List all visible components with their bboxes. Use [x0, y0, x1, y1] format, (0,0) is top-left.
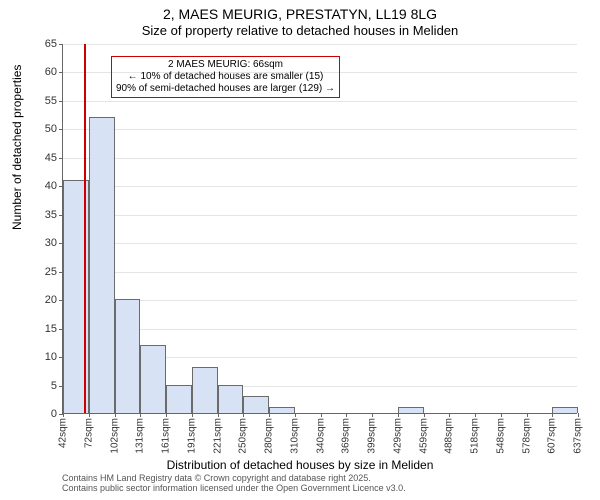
xtick-mark [578, 413, 579, 417]
xtick-mark [192, 413, 193, 417]
xtick-mark [398, 413, 399, 417]
xtick-mark [218, 413, 219, 417]
xtick-label: 637sqm [573, 418, 584, 454]
histogram-bar [552, 407, 578, 413]
ytick-label: 10 [27, 351, 57, 363]
xtick-label: 131sqm [135, 418, 146, 454]
xtick-mark [295, 413, 296, 417]
xtick-label: 548sqm [495, 418, 506, 454]
chart-container: 2, MAES MEURIG, PRESTATYN, LL19 8LG Size… [0, 0, 600, 500]
title-block: 2, MAES MEURIG, PRESTATYN, LL19 8LG Size… [0, 0, 600, 38]
gridline [63, 101, 577, 102]
x-axis-label: Distribution of detached houses by size … [0, 458, 600, 472]
histogram-bar [192, 367, 218, 413]
xtick-mark [63, 413, 64, 417]
gridline [63, 186, 577, 187]
xtick-mark [140, 413, 141, 417]
annotation-box: 2 MAES MEURIG: 66sqm← 10% of detached ho… [111, 56, 340, 98]
xtick-label: 280sqm [264, 418, 275, 454]
ytick-mark [59, 72, 63, 73]
histogram-bar [89, 117, 115, 413]
ytick-mark [59, 129, 63, 130]
gridline [63, 272, 577, 273]
xtick-label: 369sqm [341, 418, 352, 454]
ytick-mark [59, 44, 63, 45]
ytick-label: 40 [27, 180, 57, 192]
ytick-label: 5 [27, 380, 57, 392]
gridline [63, 215, 577, 216]
ytick-label: 45 [27, 152, 57, 164]
xtick-mark [243, 413, 244, 417]
ytick-mark [59, 158, 63, 159]
xtick-mark [89, 413, 90, 417]
xtick-label: 191sqm [186, 418, 197, 454]
histogram-bar [115, 299, 141, 413]
xtick-label: 72sqm [83, 418, 94, 448]
xtick-label: 161sqm [161, 418, 172, 454]
ytick-label: 55 [27, 95, 57, 107]
y-axis-label: Number of detached properties [10, 65, 24, 230]
xtick-mark [321, 413, 322, 417]
footer-attribution: Contains HM Land Registry data © Crown c… [62, 474, 406, 494]
histogram-bar [243, 396, 269, 413]
xtick-label: 459sqm [418, 418, 429, 454]
xtick-label: 221sqm [212, 418, 223, 454]
annotation-line2: ← 10% of detached houses are smaller (15… [116, 71, 335, 83]
gridline [63, 158, 577, 159]
xtick-mark [501, 413, 502, 417]
xtick-mark [475, 413, 476, 417]
xtick-label: 429sqm [392, 418, 403, 454]
xtick-label: 340sqm [315, 418, 326, 454]
gridline [63, 243, 577, 244]
xtick-mark [424, 413, 425, 417]
ytick-label: 20 [27, 294, 57, 306]
xtick-label: 250sqm [238, 418, 249, 454]
xtick-label: 399sqm [367, 418, 378, 454]
gridline [63, 129, 577, 130]
ytick-label: 65 [27, 38, 57, 50]
ytick-label: 0 [27, 408, 57, 420]
histogram-bar [166, 385, 192, 413]
ytick-label: 50 [27, 123, 57, 135]
ytick-mark [59, 101, 63, 102]
xtick-mark [527, 413, 528, 417]
histogram-bar [218, 385, 244, 413]
xtick-mark [449, 413, 450, 417]
ytick-label: 60 [27, 66, 57, 78]
xtick-mark [166, 413, 167, 417]
xtick-mark [552, 413, 553, 417]
chart-title-line2: Size of property relative to detached ho… [0, 23, 600, 39]
annotation-line1: 2 MAES MEURIG: 66sqm [116, 59, 335, 71]
xtick-label: 102sqm [109, 418, 120, 454]
plot-inner: 0510152025303540455055606542sqm72sqm102s… [62, 44, 577, 414]
xtick-label: 578sqm [521, 418, 532, 454]
xtick-label: 607sqm [547, 418, 558, 454]
xtick-mark [372, 413, 373, 417]
xtick-label: 518sqm [470, 418, 481, 454]
footer-line2: Contains public sector information licen… [62, 484, 406, 494]
plot-area: 0510152025303540455055606542sqm72sqm102s… [62, 44, 577, 414]
annotation-line3: 90% of semi-detached houses are larger (… [116, 83, 335, 95]
xtick-mark [115, 413, 116, 417]
xtick-mark [346, 413, 347, 417]
ytick-label: 35 [27, 209, 57, 221]
histogram-bar [140, 345, 166, 413]
gridline [63, 44, 577, 45]
xtick-mark [269, 413, 270, 417]
xtick-label: 42sqm [58, 418, 69, 448]
ytick-label: 30 [27, 237, 57, 249]
histogram-bar [398, 407, 424, 413]
chart-title-line1: 2, MAES MEURIG, PRESTATYN, LL19 8LG [0, 6, 600, 23]
xtick-label: 310sqm [289, 418, 300, 454]
xtick-label: 488sqm [444, 418, 455, 454]
histogram-bar [269, 407, 295, 413]
ytick-label: 25 [27, 266, 57, 278]
ytick-label: 15 [27, 323, 57, 335]
reference-line [84, 44, 86, 413]
